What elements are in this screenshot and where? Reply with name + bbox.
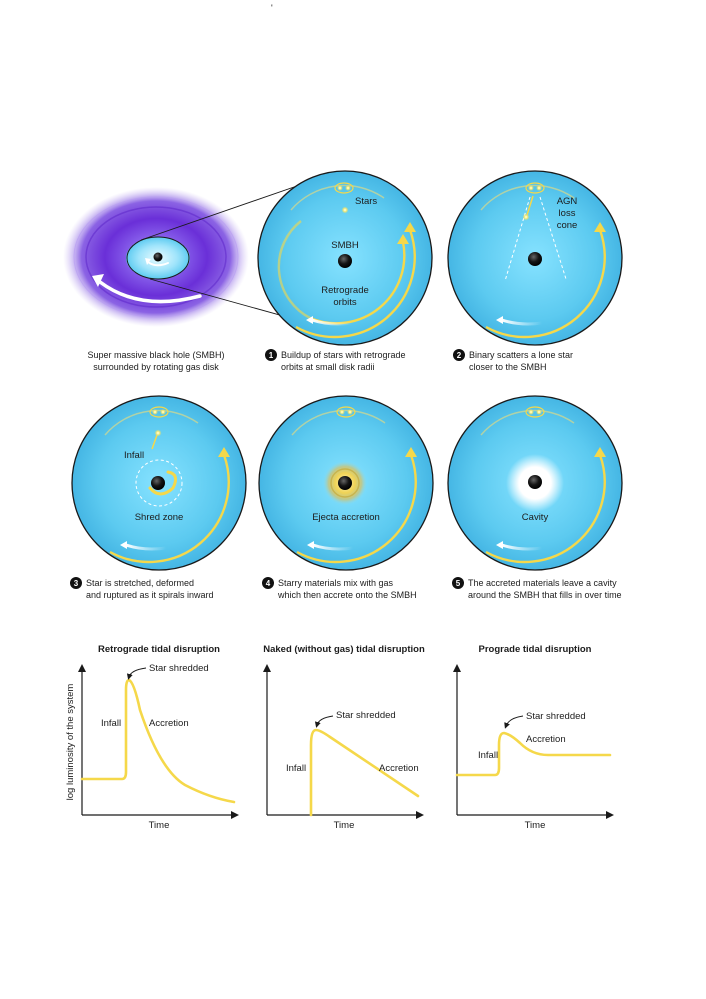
step-number-5: 5	[456, 579, 461, 588]
panel-2-binary-scatter: AGN loss cone	[447, 170, 623, 346]
caption-step2-line1: Binary scatters a lone star	[469, 350, 573, 360]
zoom-outline	[126, 236, 190, 280]
star-binary-b	[345, 185, 351, 191]
retrograde-orbit	[109, 454, 230, 564]
step-number-1: 1	[269, 351, 274, 360]
star-shredded-label: Star shredded	[336, 710, 396, 721]
agn-label-3: cone	[557, 220, 578, 231]
gas-flow-arrow	[120, 541, 127, 549]
retrograde-label-1: Retrograde	[321, 285, 369, 296]
loss-cone-left	[504, 196, 531, 282]
step-badge-5	[452, 577, 464, 589]
retrograde-orbit	[296, 454, 417, 564]
step-badge-4	[262, 577, 274, 589]
plot-prograde-title: Prograde tidal disruption	[479, 644, 592, 655]
y-axis-label: log luminosity of the system	[65, 684, 76, 801]
shred-zone-label: Shred zone	[135, 512, 184, 523]
smbh	[151, 476, 165, 490]
star-shredded-callout	[126, 667, 147, 680]
gas-flow-arrow	[496, 316, 503, 324]
accretion-label: Accretion	[379, 763, 419, 774]
caption-step4-line1: Starry materials mix with gas	[278, 578, 394, 588]
caption-disk-line2: surrounded by rotating gas disk	[93, 362, 219, 372]
step-number-4: 4	[266, 579, 271, 588]
panel-4-ejecta-accretion: Ejecta accretion	[258, 395, 434, 571]
agn-label-1: AGN	[557, 196, 578, 207]
luminosity-curve	[455, 731, 612, 777]
x-axis-label: Time	[149, 820, 170, 831]
luminosity-curve	[80, 678, 236, 804]
scattered-star	[522, 213, 530, 221]
retrograde-orbit-outer	[295, 229, 416, 339]
ejecta-accretion-label: Ejecta accretion	[312, 512, 380, 523]
caption-step5-line2: around the SMBH that fills in over time	[468, 590, 622, 600]
plot-naked-title: Naked (without gas) tidal disruption	[263, 644, 425, 655]
star-binary-a	[528, 185, 534, 191]
step-number-3: 3	[74, 579, 79, 588]
panel-5-cavity: Cavity	[447, 395, 623, 571]
retrograde-orbit	[485, 454, 606, 564]
rotation-arrow	[98, 280, 202, 304]
infall-label: Infall	[124, 450, 144, 461]
caption-step2-line2: closer to the SMBH	[469, 362, 547, 372]
plot-retrograde-title: Retrograde tidal disruption	[98, 644, 220, 655]
star-shredded-callout	[314, 715, 334, 728]
step-badge-3	[70, 577, 82, 589]
caption-step3-line2: and ruptured as it spirals inward	[86, 590, 214, 600]
caption-step1-line1: Buildup of stars with retrograde	[281, 350, 406, 360]
plot-retrograde: Retrograde tidal disruption Star shredde…	[65, 644, 239, 831]
gas-disk-illustration	[63, 176, 331, 330]
caption-step5-line1: The accreted materials leave a cavity	[468, 578, 617, 588]
stars-label: Stars	[355, 196, 377, 207]
accretion-label: Accretion	[526, 734, 566, 745]
caption-disk-line1: Super massive black hole (SMBH)	[87, 350, 224, 360]
star-single	[341, 206, 349, 214]
panel-3-shred-zone: Infall Shred zone	[71, 395, 247, 571]
retrograde-orbit	[485, 229, 606, 339]
star-shredded-label: Star shredded	[526, 711, 586, 722]
gas-flow-arrow	[306, 316, 313, 324]
panel-1-retrograde-stars: Stars SMBH Retrograde orbits	[257, 170, 433, 346]
gas-flow-arrow	[496, 541, 503, 549]
retrograde-label-2: orbits	[333, 297, 356, 308]
step-badge-1	[265, 349, 277, 361]
smbh	[528, 252, 542, 266]
loss-cone-right	[539, 196, 567, 280]
smbh-label: SMBH	[331, 240, 359, 251]
stretched-star	[148, 470, 178, 496]
caption-step4-line2: which then accrete onto the SMBH	[277, 590, 417, 600]
infall-label: Infall	[478, 750, 498, 761]
luminosity-curve	[309, 728, 420, 817]
step-number-2: 2	[457, 351, 462, 360]
caption-step1-line2: orbits at small disk radii	[281, 362, 375, 372]
smbh	[338, 254, 352, 268]
smbh-small	[153, 252, 163, 262]
top-mark: '	[271, 3, 273, 13]
star-shredded-label: Star shredded	[149, 663, 209, 674]
plot-prograde: Prograde tidal disruption Star shredded …	[453, 644, 614, 831]
accretion-label: Accretion	[149, 718, 189, 729]
plot-naked: Naked (without gas) tidal disruption Sta…	[263, 644, 425, 831]
zoom-line-top	[140, 176, 324, 241]
star-shredded-callout	[504, 715, 524, 729]
step-badge-2	[453, 349, 465, 361]
infalling-star	[154, 429, 162, 437]
star-binary-a	[337, 185, 343, 191]
infall-label: Infall	[286, 763, 306, 774]
x-axis-label: Time	[525, 820, 546, 831]
smbh	[528, 475, 542, 489]
shred-zone-circle	[135, 459, 183, 507]
cavity-label: Cavity	[522, 512, 549, 523]
agn-label-2: loss	[559, 208, 576, 219]
infall-label: Infall	[101, 718, 121, 729]
caption-step3-line1: Star is stretched, deformed	[86, 578, 194, 588]
gas-flow-arrow	[307, 541, 314, 549]
smbh	[338, 476, 352, 490]
star-binary-b	[536, 185, 542, 191]
x-axis-label: Time	[334, 820, 355, 831]
